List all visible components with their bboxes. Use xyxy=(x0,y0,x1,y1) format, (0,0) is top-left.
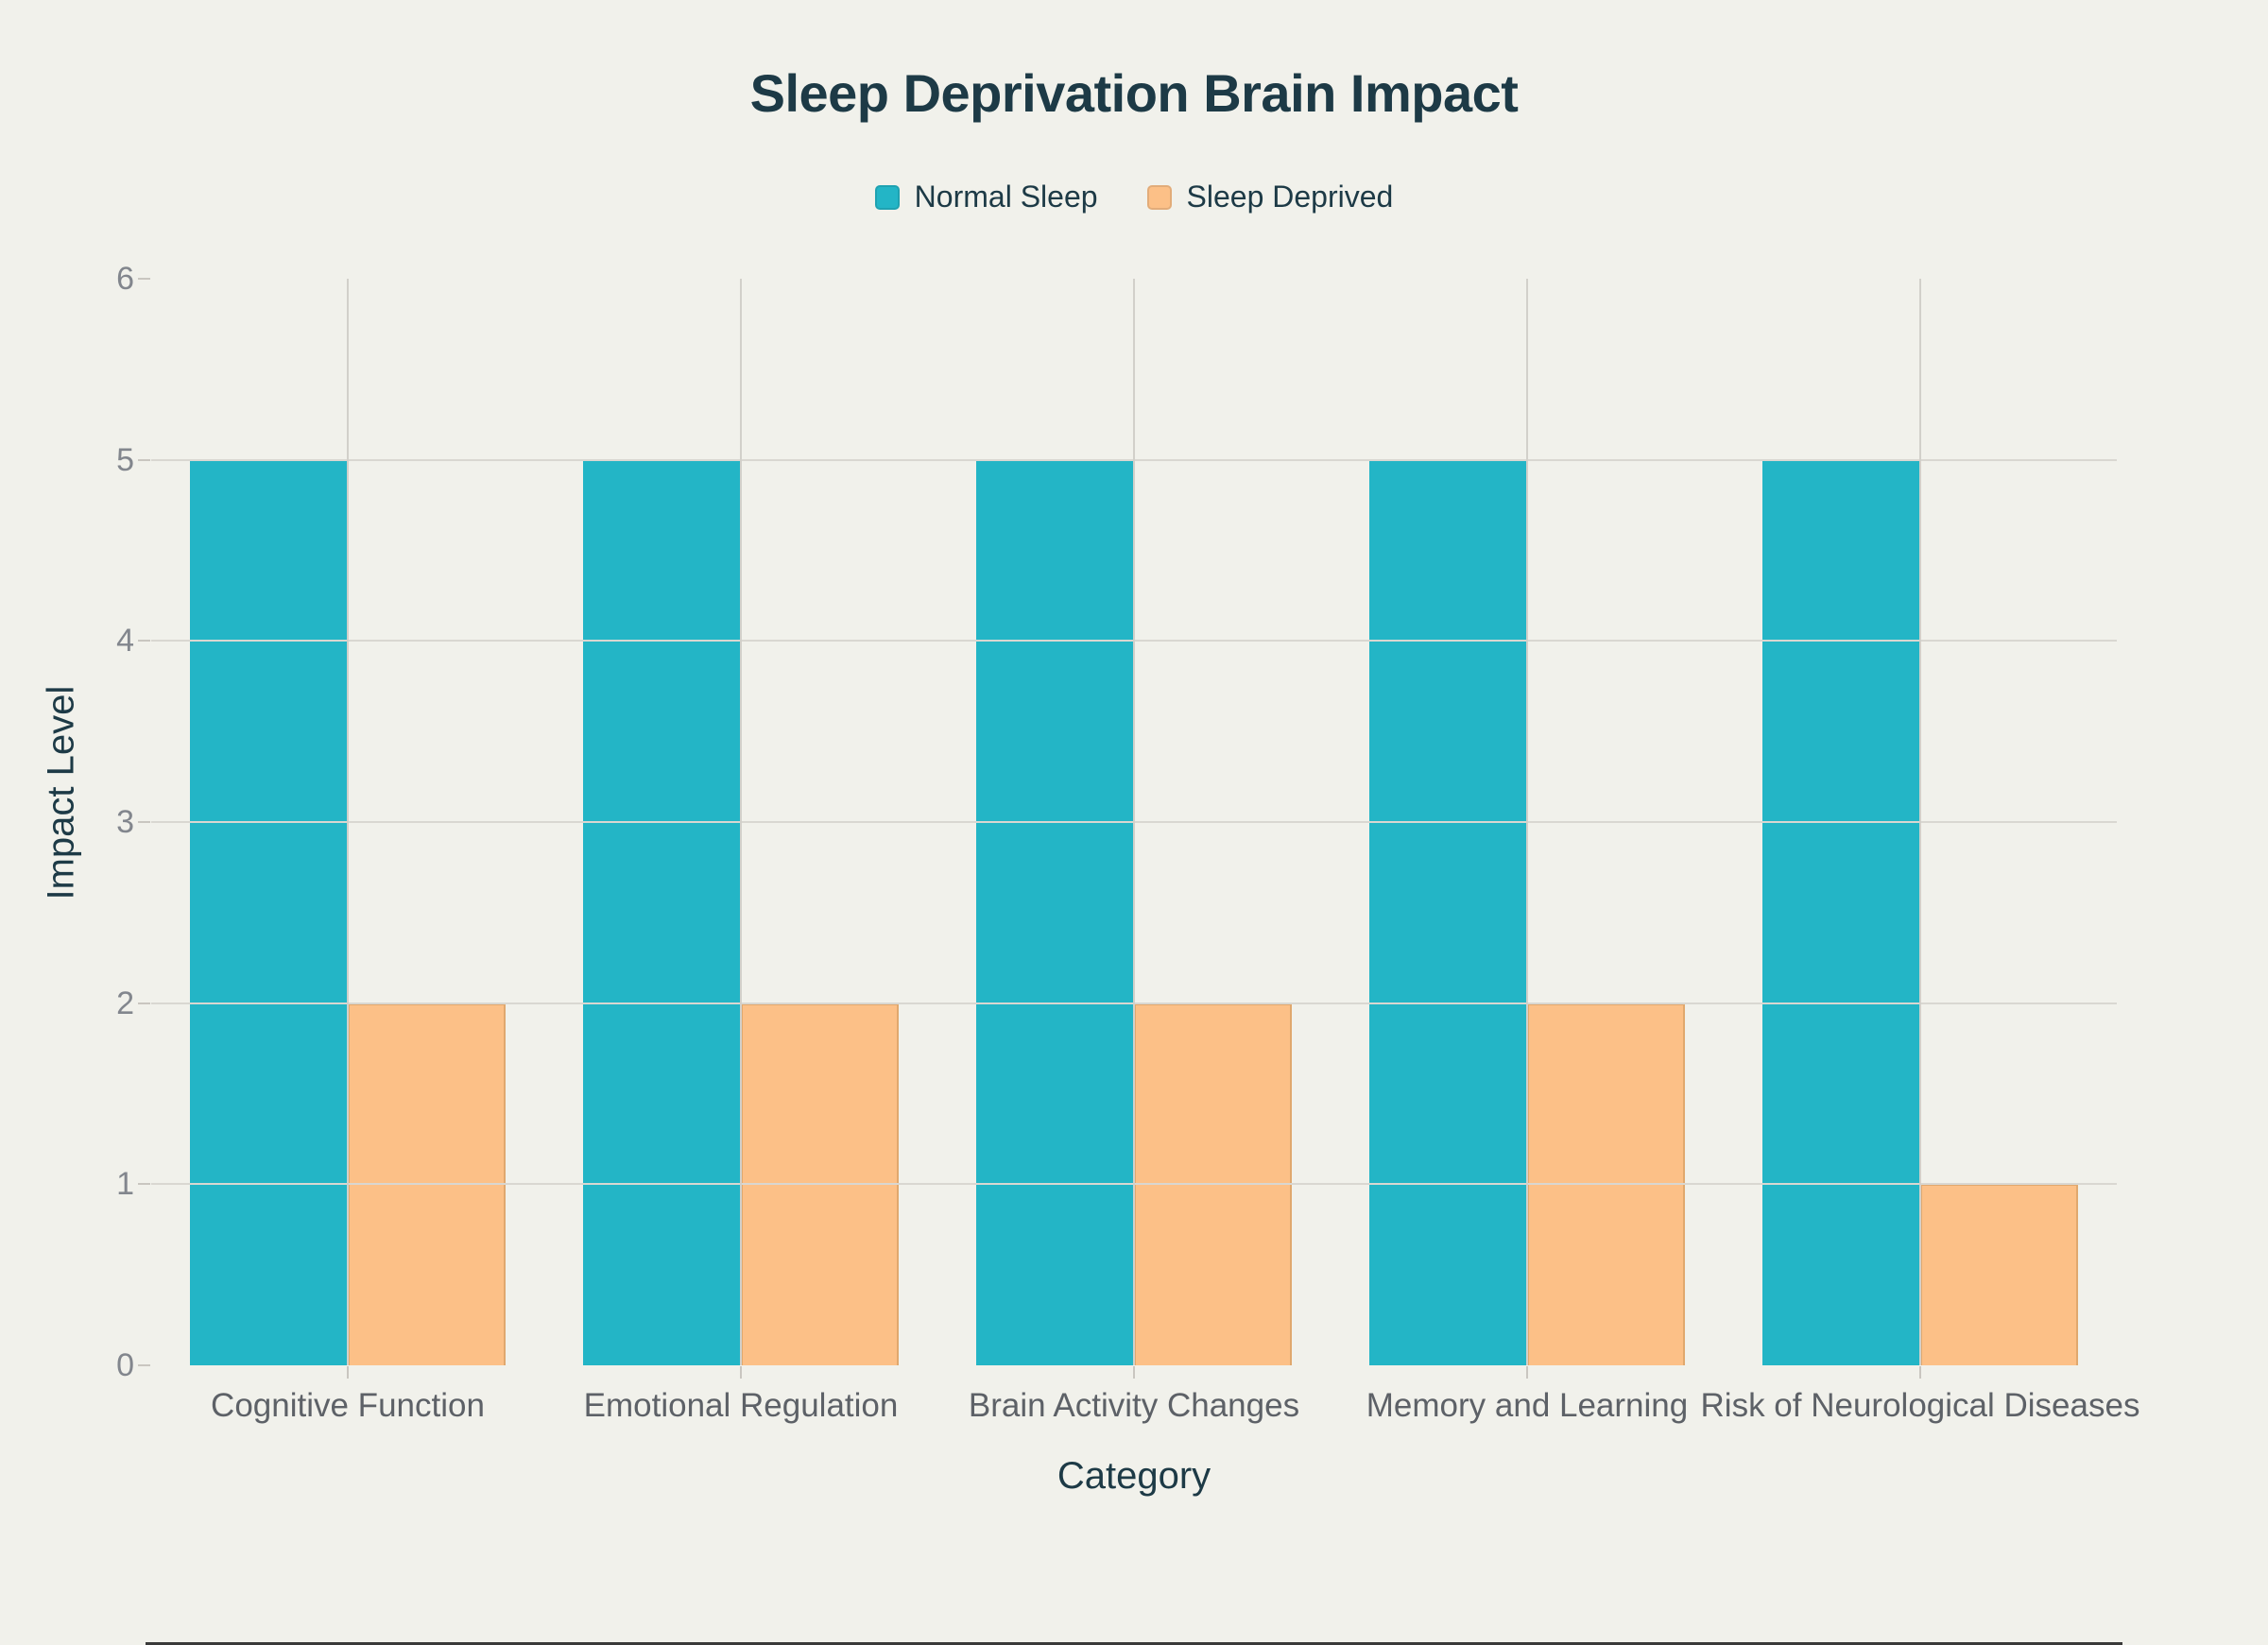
legend-label: Normal Sleep xyxy=(914,180,1098,214)
x-tick xyxy=(740,1366,742,1379)
legend-item-normal-sleep[interactable]: Normal Sleep xyxy=(874,180,1098,214)
chart-title: Sleep Deprivation Brain Impact xyxy=(749,63,1519,123)
x-tick xyxy=(1526,1366,1528,1379)
legend-item-sleep-deprived[interactable]: Sleep Deprived xyxy=(1146,180,1394,214)
bar-normal-sleep[interactable] xyxy=(583,459,741,1365)
x-tick xyxy=(1133,1366,1135,1379)
y-tick-label: 4 xyxy=(116,623,134,660)
y-tick-label: 1 xyxy=(116,1166,134,1203)
y-tick-mark xyxy=(138,1002,150,1004)
grid-line-vertical xyxy=(1133,279,1135,1365)
grid-line-vertical xyxy=(347,279,349,1365)
y-tick-mark xyxy=(138,1364,150,1366)
legend: Normal Sleep Sleep Deprived xyxy=(0,180,2268,214)
x-axis-title: Category xyxy=(1057,1455,1211,1497)
category-label: Emotional Regulation xyxy=(583,1387,899,1424)
x-tick xyxy=(347,1366,349,1379)
bar-normal-sleep[interactable] xyxy=(1369,459,1527,1365)
category-label: Cognitive Function xyxy=(211,1387,485,1424)
y-tick-label: 0 xyxy=(116,1347,134,1383)
legend-swatch-sleep-deprived xyxy=(1146,184,1172,210)
y-tick-mark xyxy=(138,640,150,643)
grid-line-vertical xyxy=(740,279,742,1365)
bar-chart: Sleep Deprivation Brain Impact Normal Sl… xyxy=(0,63,2268,1645)
y-tick-label: 2 xyxy=(116,985,134,1021)
category-label: Memory and Learning xyxy=(1366,1387,1689,1424)
legend-label: Sleep Deprived xyxy=(1186,180,1394,214)
y-tick-label: 5 xyxy=(116,441,134,478)
y-tick-label: 6 xyxy=(116,261,134,297)
y-tick-mark xyxy=(138,1183,150,1186)
legend-swatch-normal-sleep xyxy=(874,184,900,210)
plot-area xyxy=(146,279,2122,1645)
y-tick-mark xyxy=(138,458,150,461)
category-label: Risk of Neurological Diseases xyxy=(1700,1387,2140,1424)
y-tick-mark xyxy=(138,278,150,280)
bar-normal-sleep[interactable] xyxy=(190,459,348,1365)
bar-sleep-deprived[interactable] xyxy=(1920,1184,2078,1365)
grid-line-vertical xyxy=(1919,279,1921,1365)
bar-normal-sleep[interactable] xyxy=(1762,459,1920,1365)
y-tick-mark xyxy=(138,821,150,823)
category-label: Brain Activity Changes xyxy=(968,1387,1300,1424)
bar-normal-sleep[interactable] xyxy=(976,459,1134,1365)
y-tick-label: 3 xyxy=(116,804,134,840)
x-tick xyxy=(1919,1366,1921,1379)
grid-line-vertical xyxy=(1526,279,1528,1365)
